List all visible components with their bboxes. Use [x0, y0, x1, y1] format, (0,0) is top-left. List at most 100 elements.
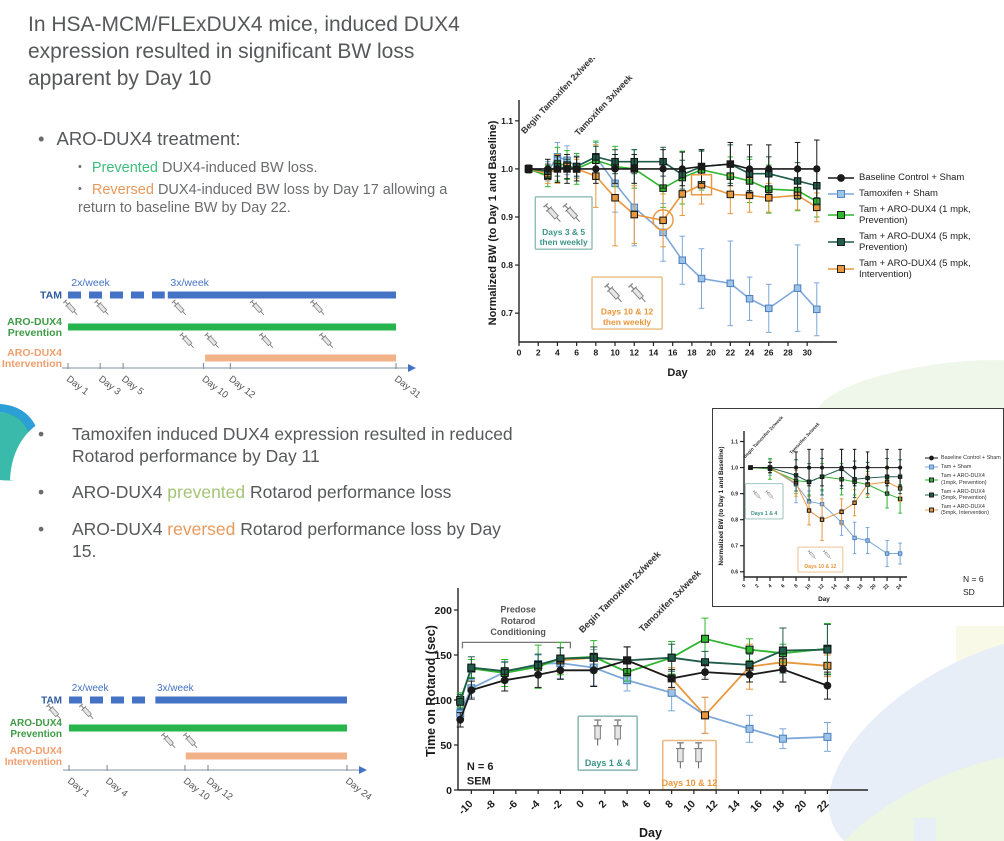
svg-text:16: 16: [668, 348, 678, 358]
svg-text:Days 10 & 12: Days 10 & 12: [601, 307, 654, 317]
svg-text:4: 4: [555, 348, 560, 358]
legend-item: Tam + ARO-DUX4 (5 mpk, Intervention): [828, 258, 1004, 280]
svg-text:12: 12: [704, 798, 721, 815]
svg-text:10: 10: [681, 798, 698, 815]
bullet-aro-dux4-treatment: • ARO-DUX4 treatment:: [38, 128, 241, 149]
rotarod-chart: Days 1 & 4 Days 10 & 12 PredoseRotarodCond…: [425, 549, 868, 840]
svg-text:0: 0: [574, 798, 587, 811]
svg-text:2x/week: 2x/week: [72, 683, 110, 694]
svg-text:3x/week: 3x/week: [157, 683, 195, 694]
svg-text:Intervention: Intervention: [5, 757, 62, 768]
svg-text:24: 24: [745, 348, 755, 358]
svg-text:TAM: TAM: [41, 696, 62, 707]
svg-text:Days 3 & 5: Days 3 & 5: [542, 227, 585, 237]
svg-text:14: 14: [649, 348, 659, 358]
bullet-glyph: •: [38, 519, 45, 540]
svg-text:0: 0: [741, 583, 747, 589]
svg-text:18: 18: [856, 583, 864, 591]
svg-text:then weekly: then weekly: [540, 237, 588, 247]
slide1-bullet-list: • ARO-DUX4 treatment: • Prevented DUX4-ind…: [38, 128, 508, 221]
svg-text:0.8: 0.8: [731, 517, 738, 523]
svg-text:Day 10: Day 10: [200, 374, 230, 401]
svg-text:0: 0: [446, 785, 452, 797]
svg-text:Day 3: Day 3: [96, 374, 122, 398]
svg-text:4: 4: [619, 798, 632, 811]
svg-text:0.7: 0.7: [501, 308, 513, 318]
svg-text:0.9: 0.9: [501, 212, 513, 222]
svg-text:0.9: 0.9: [731, 491, 738, 497]
svg-text:Days 10 & 12: Days 10 & 12: [804, 564, 836, 570]
svg-text:N = 6: N = 6: [467, 761, 494, 773]
svg-text:50: 50: [440, 740, 452, 752]
svg-text:ARO-DUX4: ARO-DUX4: [7, 347, 62, 359]
svg-text:10: 10: [610, 348, 620, 358]
svg-text:Days 1 & 4: Days 1 & 4: [751, 511, 777, 517]
svg-text:150: 150: [434, 650, 452, 662]
svg-text:30: 30: [802, 348, 812, 358]
svg-text:6: 6: [780, 583, 786, 589]
legend-item: Tamoxifen + Sham: [828, 188, 1004, 199]
bullet-glyph: •: [38, 424, 45, 444]
svg-text:-10: -10: [456, 798, 475, 817]
svg-text:Tamoxifen 3x/week: Tamoxifen 3x/week: [637, 567, 703, 633]
rotarod-study-timeline: 2x/week 3x/weekTAMARO-DUX4PreventionARO-D…: [5, 683, 374, 803]
bullet-glyph: •: [38, 482, 45, 503]
svg-text:3x/week: 3x/week: [170, 277, 209, 289]
svg-text:-4: -4: [527, 798, 542, 813]
svg-text:1.1: 1.1: [731, 439, 738, 445]
svg-text:16: 16: [843, 583, 851, 591]
svg-text:Normalized BW (to Day 1 and Ba: Normalized BW (to Day 1 and Baseline): [718, 447, 725, 566]
legend-item: Tam + ARO-DUX4 (5mpk, Intervention): [925, 504, 1001, 516]
svg-text:12: 12: [817, 583, 825, 591]
svg-text:Rotarod: Rotarod: [501, 616, 536, 626]
svg-text:8: 8: [793, 583, 799, 589]
svg-text:16: 16: [748, 798, 765, 815]
svg-text:24: 24: [895, 583, 903, 591]
svg-text:TAM: TAM: [40, 290, 62, 302]
svg-text:6: 6: [641, 798, 654, 811]
bullet-reversed-bw-loss: • Reversed DUX4-induced BW loss by Day 17…: [78, 182, 448, 217]
svg-text:Day 12: Day 12: [227, 374, 257, 401]
svg-text:100: 100: [434, 695, 452, 707]
bullet-rotarod-reduced: • Tamoxifen induced DUX4 expression resul…: [38, 424, 513, 466]
svg-text:20: 20: [706, 348, 716, 358]
svg-text:Tamoxifen 3x/week: Tamoxifen 3x/week: [789, 421, 821, 455]
svg-text:4: 4: [767, 583, 773, 589]
svg-text:10: 10: [804, 583, 812, 591]
svg-text:Prevention: Prevention: [8, 327, 62, 339]
svg-text:Day 4: Day 4: [103, 776, 129, 800]
inset-n-note: N = 6 SD: [963, 574, 984, 597]
svg-text:18: 18: [687, 348, 697, 358]
svg-text:22: 22: [815, 798, 832, 815]
svg-text:18: 18: [770, 798, 787, 815]
svg-text:ARO-DUX4: ARO-DUX4: [10, 718, 63, 729]
svg-text:ARO-DUX4: ARO-DUX4: [10, 746, 63, 757]
svg-text:Prevention: Prevention: [10, 729, 62, 740]
svg-text:Day: Day: [639, 826, 662, 840]
svg-text:Predose: Predose: [500, 605, 536, 615]
svg-text:1.0: 1.0: [501, 164, 513, 174]
bw-study-timeline: 2x/week 3x/weekTAMARO-DUX4PreventionARO-D…: [2, 277, 423, 401]
svg-text:2x/week: 2x/week: [71, 277, 110, 289]
svg-text:Days 10 & 12: Days 10 & 12: [662, 778, 718, 788]
svg-text:-8: -8: [483, 798, 498, 813]
svg-text:Day: Day: [818, 596, 830, 603]
svg-text:Intervention: Intervention: [2, 358, 62, 370]
bullet-glyph: •: [78, 161, 82, 173]
bullet-glyph: •: [78, 183, 82, 196]
svg-text:Tamoxifen 3x/week: Tamoxifen 3x/week: [573, 73, 635, 138]
bullet-rotarod-prevented: • ARO-DUX4 prevented Rotarod performance …: [38, 482, 452, 503]
bullet-prevented-bw-loss: • Prevented DUX4-induced BW loss.: [78, 160, 318, 176]
svg-text:14: 14: [830, 583, 838, 591]
svg-text:28: 28: [783, 348, 793, 358]
svg-text:Day 1: Day 1: [65, 776, 91, 800]
svg-text:then weekly: then weekly: [603, 317, 651, 327]
svg-text:Day 31: Day 31: [392, 374, 422, 401]
legend-item: Tam + Sham: [925, 464, 1001, 470]
legend-item: Tam + ARO-DUX4 (5 mpk, Prevention): [828, 231, 1004, 253]
svg-text:0.7: 0.7: [731, 544, 738, 550]
svg-text:2: 2: [754, 583, 760, 589]
bw-inset-chart: Days 1 & 4 Days 10 & 12 Begin Tamoxifen 2x…: [718, 415, 907, 603]
bullet-glyph: •: [38, 128, 45, 149]
